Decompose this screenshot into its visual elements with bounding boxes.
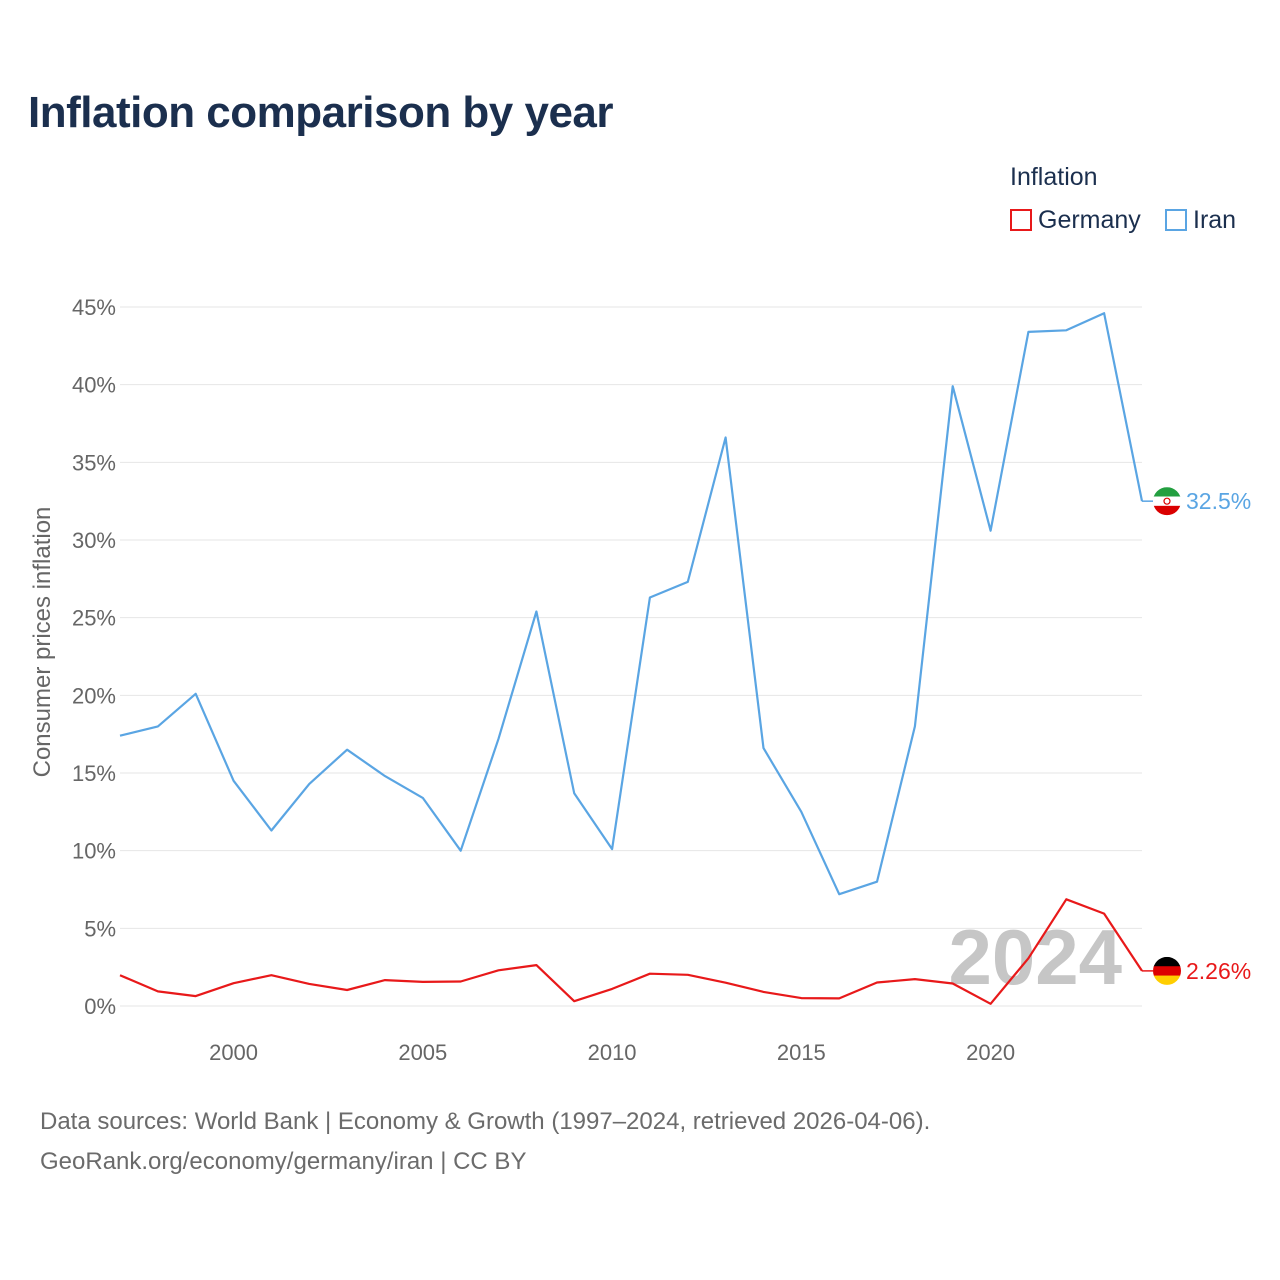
- gridlines: [120, 306, 1142, 1007]
- footer-attribution: GeoRank.org/economy/germany/iran | CC BY: [40, 1148, 527, 1175]
- flag-stripe: [1153, 496, 1181, 507]
- end-label-germany: 2.26%: [1186, 958, 1251, 984]
- y-tick-label: 35%: [72, 450, 116, 475]
- flag-stripe: [1153, 505, 1181, 516]
- x-tick-label: 2015: [777, 1040, 826, 1065]
- legend-item-germany[interactable]: Germany: [1010, 205, 1141, 235]
- legend-swatch-germany: [1010, 209, 1032, 231]
- flag-stripe: [1153, 487, 1181, 497]
- footer-sources: Data sources: World Bank | Economy & Gro…: [40, 1108, 931, 1135]
- flag-iran-icon: [1153, 487, 1181, 516]
- y-tick-label: 45%: [72, 295, 116, 320]
- year-watermark: 2024: [948, 913, 1122, 1001]
- y-tick-labels: 0% 5% 10% 15% 20% 25% 30% 35% 40% 45%: [72, 295, 116, 1019]
- flag-stripe: [1153, 975, 1181, 985]
- y-tick-label: 10%: [72, 839, 116, 864]
- legend-swatch-iran: [1165, 209, 1187, 231]
- y-axis-title: Consumer prices inflation: [29, 507, 56, 778]
- flag-stripe: [1153, 956, 1181, 967]
- x-tick-label: 2010: [588, 1040, 637, 1065]
- x-tick-label: 2000: [209, 1040, 258, 1065]
- end-label-iran: 32.5%: [1186, 488, 1251, 514]
- line-chart: 0% 5% 10% 15% 20% 25% 30% 35% 40% 45% 2000 2005 201…: [29, 295, 1251, 1065]
- flag-germany-icon: [1153, 956, 1181, 985]
- series-lines: [119, 312, 1144, 1005]
- y-tick-label: 15%: [72, 761, 116, 786]
- series-line-germany: [119, 898, 1143, 1005]
- y-tick-label: 5%: [84, 916, 116, 941]
- chart-title: Inflation comparison by year: [28, 88, 614, 137]
- legend-label-germany: Germany: [1038, 205, 1141, 234]
- legend-title: Inflation: [1010, 163, 1098, 191]
- y-tick-label: 0%: [84, 994, 116, 1019]
- x-tick-labels: 2000 2005 2010 2015 2020: [209, 1040, 1015, 1065]
- y-tick-label: 40%: [72, 373, 116, 398]
- y-tick-label: 20%: [72, 683, 116, 708]
- flag-stripe: [1153, 966, 1181, 977]
- series-line-iran: [119, 312, 1144, 896]
- x-tick-label: 2005: [398, 1040, 447, 1065]
- end-labels: 32.5% 2.26%: [1142, 487, 1251, 985]
- flag-emblem: [1163, 497, 1171, 505]
- y-tick-label: 30%: [72, 528, 116, 553]
- legend-label-iran: Iran: [1193, 205, 1237, 234]
- legend-item-iran[interactable]: Iran: [1165, 205, 1236, 235]
- x-tick-label: 2020: [966, 1040, 1015, 1065]
- y-tick-label: 25%: [72, 606, 116, 631]
